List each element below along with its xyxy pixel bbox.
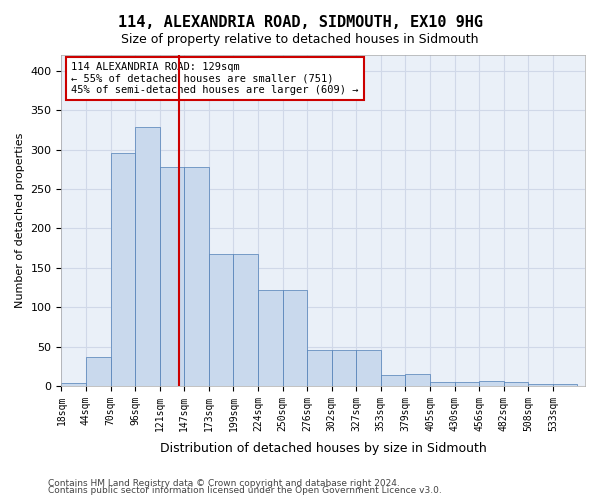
Bar <box>258 290 283 386</box>
Text: Contains public sector information licensed under the Open Government Licence v3: Contains public sector information licen… <box>48 486 442 495</box>
Bar <box>307 350 332 386</box>
Y-axis label: Number of detached properties: Number of detached properties <box>15 133 25 308</box>
Bar <box>160 167 184 386</box>
Text: Size of property relative to detached houses in Sidmouth: Size of property relative to detached ho… <box>121 32 479 46</box>
Bar <box>184 167 209 386</box>
Bar <box>209 254 233 386</box>
Bar <box>332 350 356 386</box>
Bar <box>504 382 528 386</box>
Bar <box>553 384 577 386</box>
Bar <box>110 152 135 386</box>
Text: 114, ALEXANDRIA ROAD, SIDMOUTH, EX10 9HG: 114, ALEXANDRIA ROAD, SIDMOUTH, EX10 9HG <box>118 15 482 30</box>
Bar <box>430 382 455 386</box>
Bar <box>86 357 110 386</box>
Bar <box>135 128 160 386</box>
Bar <box>455 382 479 386</box>
Bar <box>61 383 86 386</box>
Bar <box>406 374 430 386</box>
Bar <box>381 375 406 386</box>
X-axis label: Distribution of detached houses by size in Sidmouth: Distribution of detached houses by size … <box>160 442 487 455</box>
Bar <box>528 384 553 386</box>
Bar <box>283 290 307 386</box>
Bar <box>356 350 381 386</box>
Bar <box>233 254 258 386</box>
Text: 114 ALEXANDRIA ROAD: 129sqm
← 55% of detached houses are smaller (751)
45% of se: 114 ALEXANDRIA ROAD: 129sqm ← 55% of det… <box>71 62 358 95</box>
Text: Contains HM Land Registry data © Crown copyright and database right 2024.: Contains HM Land Registry data © Crown c… <box>48 478 400 488</box>
Bar <box>479 381 504 386</box>
